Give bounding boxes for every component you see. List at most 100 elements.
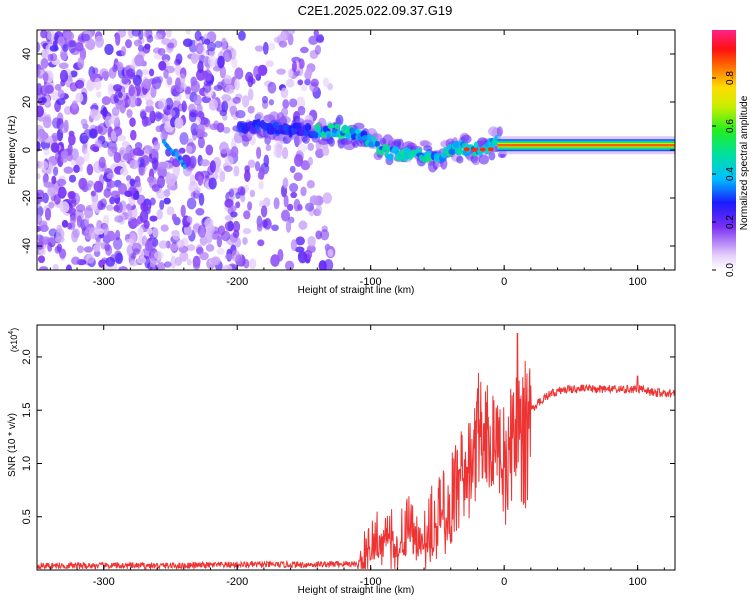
spectrogram-cell (75, 80, 84, 89)
spectrogram-cell (307, 180, 315, 189)
spectrogram-cell (91, 191, 96, 197)
spectrogram-cell (109, 144, 118, 152)
spectrogram-cell (263, 42, 269, 55)
spectrogram-cell (101, 105, 106, 116)
spectrogram-cell (311, 79, 319, 87)
spectrogram-cell (276, 68, 286, 74)
spectrogram-cell (95, 36, 104, 48)
spectrogram-cell (56, 228, 65, 239)
spectrogram-cell (39, 266, 48, 272)
spectrogram-cell (71, 256, 80, 264)
spectrogram-cell (65, 31, 74, 41)
spectrogram-cell (157, 175, 165, 188)
spectrogram-cell (282, 147, 288, 159)
spectrogram-cell (76, 204, 85, 212)
spectrogram-cell (243, 210, 250, 219)
spectrogram-cell (84, 215, 89, 227)
spectrogram-cell (142, 79, 151, 89)
spectrogram-cell (281, 32, 286, 41)
spectrogram-cell (58, 189, 68, 196)
spectrogram-cell (388, 153, 394, 160)
spectrogram-cell (277, 249, 283, 261)
spectrogram-cell (257, 223, 263, 231)
spectrogram-cell (137, 227, 143, 236)
spectrogram-cell (198, 137, 205, 149)
spectrogram-cell (198, 175, 203, 186)
spectrogram-cell (153, 141, 160, 152)
spectrogram-cell (102, 141, 109, 148)
colorbar-tick-label: 0.0 (725, 263, 736, 277)
spectrogram-cell (159, 240, 168, 248)
spectrogram-cell (301, 85, 307, 91)
spectrogram-cell (206, 244, 214, 252)
spectrogram-cell (256, 147, 261, 159)
colorbar-tick-label: 0.8 (725, 71, 736, 85)
spectrogram-cell (118, 92, 123, 99)
spectrogram-cell (128, 84, 134, 96)
spectrogram-cell (182, 101, 187, 113)
spectrogram-cell (157, 262, 165, 273)
spectrogram-cell (77, 215, 82, 227)
spectrogram-cell (255, 45, 264, 51)
x-tick-label: -300 (93, 576, 115, 588)
spectrogram-cell (314, 132, 319, 138)
spectrogram-cell (266, 144, 271, 151)
spectrogram-cell (268, 82, 277, 94)
spectrogram-cell (203, 83, 212, 93)
spectrogram-cell (235, 237, 241, 247)
x-tick-label: 0 (501, 576, 507, 588)
spectrogram-cell (225, 254, 234, 260)
spectrogram-cell (229, 188, 234, 197)
spectrogram-cell (86, 253, 94, 264)
spectrogram-cell (292, 61, 297, 72)
spectrogram-cell (85, 42, 93, 49)
spectrogram-cell (257, 239, 264, 246)
spectrogram-cell (219, 110, 227, 116)
spectrogram-cell (230, 211, 237, 217)
spectrogram-cell (234, 78, 240, 90)
spectrogram-cell (158, 61, 166, 71)
spectrogram-cell (238, 31, 246, 41)
x-tick-label: -200 (226, 276, 248, 288)
spectrogram-cell (247, 201, 252, 211)
spectrogram-cell (84, 246, 93, 252)
spectrogram-y-axis-label: Frequency (Hz) (7, 116, 18, 185)
spectrogram-cell (198, 225, 207, 238)
spectrogram-cell (75, 93, 83, 103)
spectrogram-cell (45, 85, 54, 94)
spectrogram-cell (172, 214, 177, 222)
spectrogram-cell (208, 178, 216, 190)
spectrogram-cell (146, 100, 154, 107)
x-tick-label: 100 (628, 576, 646, 588)
spectrogram-cell (58, 36, 65, 46)
spectrogram-cell (73, 165, 80, 173)
colorbar-tick-label: 0.2 (725, 215, 736, 229)
spectrogram-cell (195, 31, 202, 42)
spectrogram-cell (328, 249, 334, 257)
spectrogram-cell (77, 57, 84, 69)
spectrogram-cell (269, 99, 275, 105)
spectrogram-x-axis-label: Height of straight line (km) (298, 285, 415, 296)
spectrogram-cell (37, 131, 46, 143)
snr-frame (37, 325, 675, 570)
spectrogram-cell (164, 261, 172, 267)
spectrogram-cell (63, 167, 73, 174)
spectrogram-cell (291, 239, 297, 251)
spectrogram-cell (149, 216, 157, 222)
spectrogram-cell (280, 116, 291, 124)
spectrogram-cell (133, 220, 140, 227)
spectrogram-cell (158, 48, 166, 56)
spectrogram-cell (216, 248, 225, 255)
spectrogram-cell (323, 192, 332, 204)
spectrogram-cell (219, 142, 229, 154)
spectrogram-cell (102, 71, 110, 79)
spectrogram-cell (112, 107, 120, 116)
spectrogram-cell (86, 184, 92, 191)
spectrogram-cell (263, 155, 269, 168)
spectrogram-cell (211, 256, 221, 265)
spectrogram-cell (39, 221, 48, 228)
spectrogram-cell (262, 219, 268, 228)
spectrogram-cell (51, 176, 56, 185)
spectrogram-cell (209, 99, 218, 111)
spectrogram-cell (289, 98, 297, 107)
